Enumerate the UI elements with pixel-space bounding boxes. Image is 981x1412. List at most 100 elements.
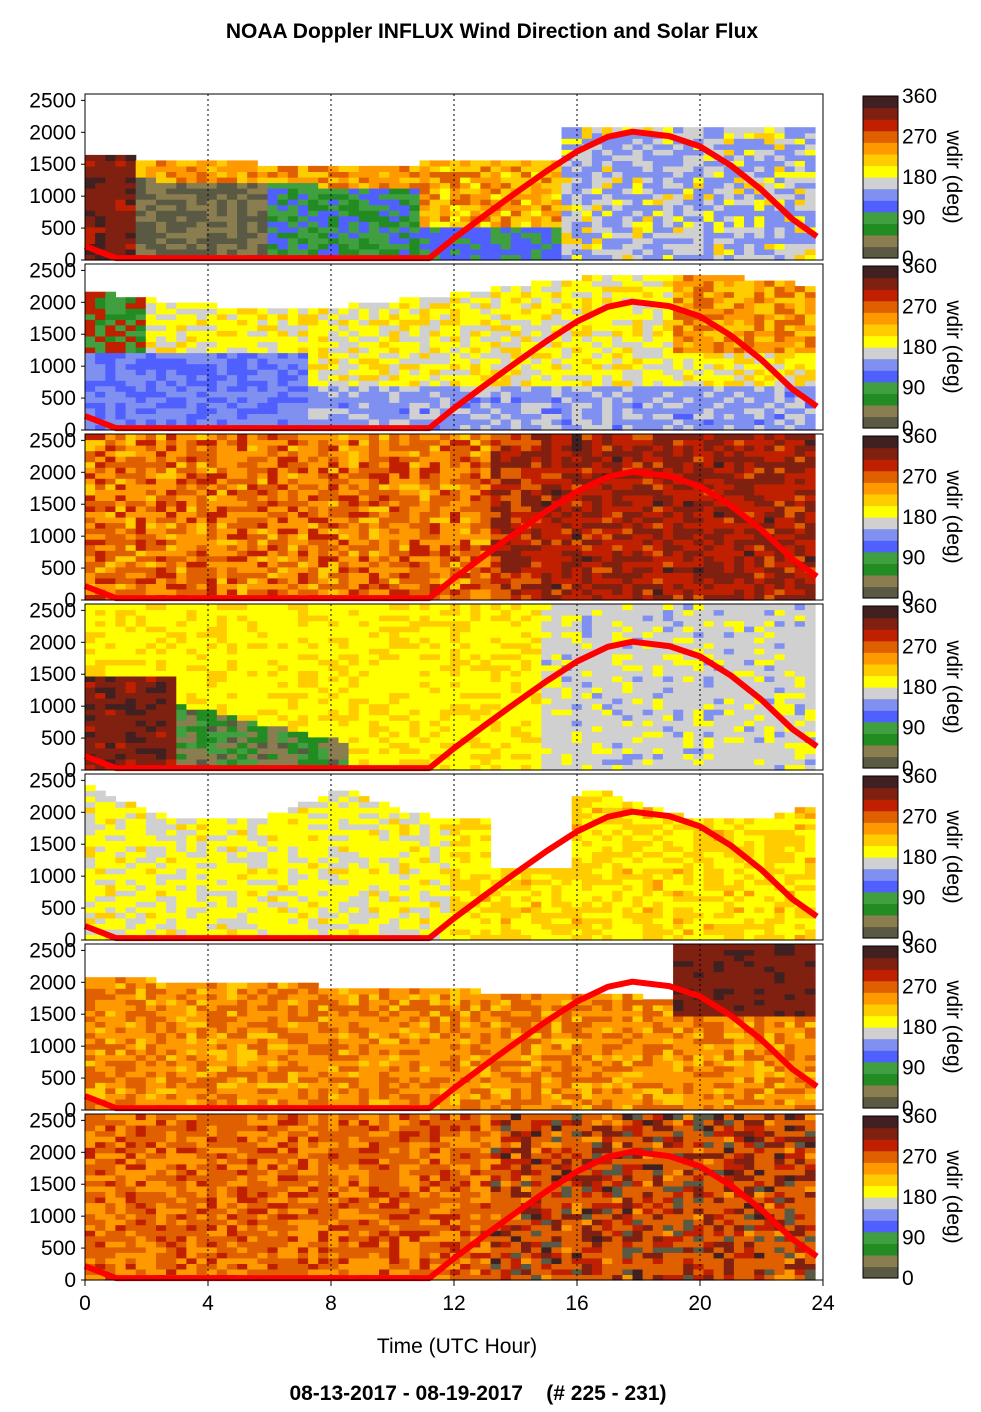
heatmap-cell <box>602 291 613 298</box>
heatmap-cell <box>125 450 137 457</box>
heatmap-cell <box>267 522 279 529</box>
heatmap-cell <box>521 500 532 507</box>
heatmap-cell <box>95 369 106 376</box>
heatmap-cell <box>794 210 806 217</box>
heatmap-cell <box>166 248 177 255</box>
heatmap-cell <box>186 528 198 535</box>
heatmap-cell <box>166 369 177 376</box>
heatmap-cell <box>247 232 258 239</box>
heatmap-cell <box>226 210 238 217</box>
heatmap-cell <box>125 555 137 562</box>
heatmap-cell <box>723 352 735 359</box>
heatmap-cell <box>581 539 593 546</box>
heatmap-cell <box>764 341 775 348</box>
heatmap-cell <box>521 380 532 387</box>
heatmap-cell <box>237 226 248 233</box>
heatmap-cell <box>693 308 704 315</box>
heatmap-cell <box>247 193 258 200</box>
heatmap-cell <box>683 369 694 376</box>
heatmap-cell <box>571 413 583 420</box>
heatmap-cell <box>135 188 147 195</box>
heatmap-cell <box>774 358 786 365</box>
heatmap-cell <box>206 566 218 573</box>
heatmap-cell <box>673 149 684 156</box>
heatmap-cell <box>662 188 674 195</box>
heatmap-cell <box>399 396 410 403</box>
heatmap-cell <box>135 478 147 485</box>
heatmap-cell <box>450 177 461 184</box>
heatmap-cell <box>379 391 390 398</box>
heatmap-cell <box>460 182 471 189</box>
heatmap-cell <box>510 566 522 573</box>
heatmap-cell <box>642 291 654 298</box>
heatmap-cell <box>297 358 309 365</box>
heatmap-cell <box>399 483 410 490</box>
heatmap-cell <box>673 347 684 354</box>
heatmap-cell <box>206 539 218 546</box>
heatmap-cell <box>673 199 684 206</box>
heatmap-cell <box>379 483 390 490</box>
heatmap-cell <box>521 445 532 452</box>
heatmap-cell <box>287 335 299 342</box>
heatmap-cell <box>206 402 218 409</box>
heatmap-cell <box>145 439 157 446</box>
heatmap-cell <box>561 528 573 535</box>
heatmap-cell <box>693 132 704 139</box>
heatmap-cell <box>480 407 492 414</box>
heatmap-cell <box>510 424 522 431</box>
heatmap-cell <box>652 424 664 431</box>
heatmap-cell <box>531 472 542 479</box>
heatmap-cell <box>581 561 593 568</box>
heatmap-cell <box>439 308 451 315</box>
heatmap-cell <box>723 280 735 287</box>
heatmap-cell <box>744 313 755 320</box>
heatmap-cell <box>480 215 492 222</box>
heatmap-cell <box>632 275 644 282</box>
heatmap-cell <box>632 572 644 579</box>
heatmap-cell <box>480 385 492 392</box>
colorbar-swatch <box>863 96 898 109</box>
colorbar-swatch <box>863 211 898 224</box>
heatmap-cell <box>804 297 816 304</box>
heatmap-cell <box>450 352 461 359</box>
heatmap-cell <box>723 369 735 376</box>
heatmap-cell <box>409 324 421 331</box>
heatmap-cell <box>541 352 552 359</box>
heatmap-cell <box>176 483 187 490</box>
heatmap-cell <box>541 413 552 420</box>
heatmap-cell <box>480 291 492 298</box>
heatmap-cell <box>794 418 806 425</box>
heatmap-cell <box>348 221 360 228</box>
heatmap-cell <box>379 494 390 501</box>
heatmap-cell <box>409 588 421 595</box>
heatmap-cell <box>105 341 116 348</box>
heatmap-cell <box>348 517 360 524</box>
heatmap-cell <box>581 413 593 420</box>
heatmap-cell <box>490 402 502 409</box>
heatmap-cell <box>450 210 461 217</box>
heatmap-cell <box>439 511 451 518</box>
heatmap-cell <box>297 434 309 441</box>
heatmap-cell <box>470 363 481 370</box>
heatmap-cell <box>267 221 279 228</box>
heatmap-cell <box>764 380 775 387</box>
heatmap-cell <box>510 396 522 403</box>
heatmap-cell <box>358 522 370 529</box>
heatmap-cell <box>561 286 573 293</box>
heatmap-cell <box>460 528 471 535</box>
heatmap-cell <box>297 313 309 320</box>
heatmap-cell <box>591 204 603 211</box>
heatmap-cell <box>622 566 634 573</box>
heatmap-cell <box>744 380 755 387</box>
heatmap-cell <box>399 539 410 546</box>
heatmap-cell <box>602 143 613 150</box>
heatmap-cell <box>804 407 816 414</box>
heatmap-cell <box>216 566 228 573</box>
heatmap-cell <box>794 199 806 206</box>
heatmap-cell <box>561 199 573 206</box>
heatmap-cell <box>521 215 532 222</box>
heatmap-cell <box>713 302 725 309</box>
heatmap-cell <box>247 528 258 535</box>
heatmap-cell <box>196 302 208 309</box>
heatmap-cell <box>409 555 421 562</box>
